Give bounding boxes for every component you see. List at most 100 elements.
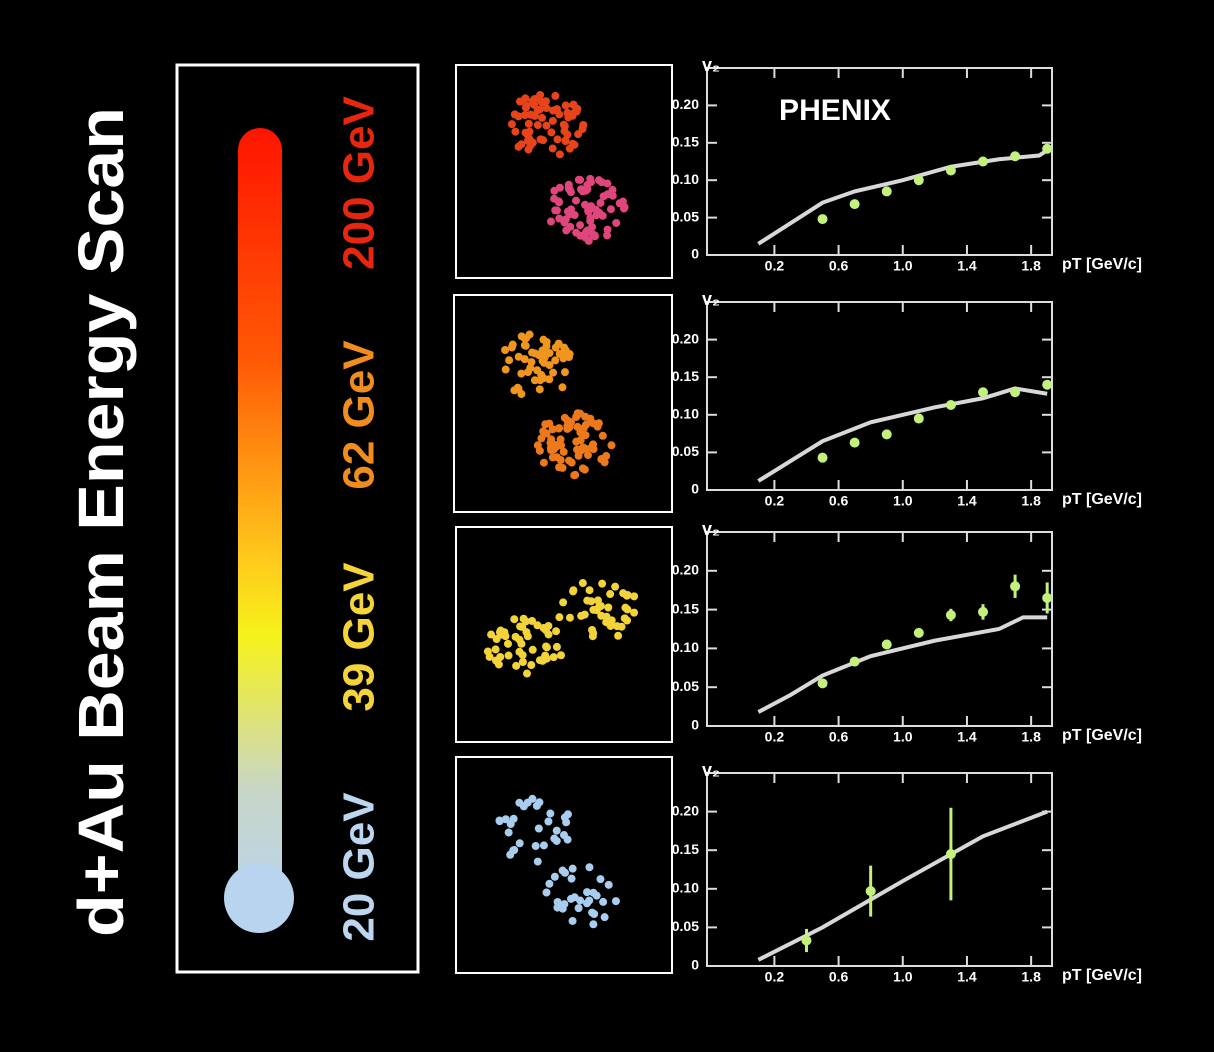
particle [504, 640, 512, 648]
particle [570, 471, 578, 479]
particle [517, 370, 525, 378]
particle [516, 839, 524, 847]
particle [590, 910, 598, 918]
particle [570, 101, 578, 109]
x-tick-label: 0.6 [829, 729, 849, 745]
x-axis-label: pT [GeV/c] [1062, 727, 1142, 744]
particle [589, 920, 597, 928]
y-tick-label: 0.20 [672, 802, 699, 818]
particle [589, 889, 597, 897]
particle [540, 459, 548, 467]
particle [521, 355, 529, 363]
particle [525, 120, 533, 128]
particle [528, 617, 536, 625]
particle [545, 880, 553, 888]
particle [486, 653, 494, 661]
particle [553, 206, 561, 214]
particle [574, 409, 582, 417]
particle [581, 413, 589, 421]
particle [567, 895, 575, 903]
particle [527, 111, 535, 119]
particle [517, 640, 525, 648]
infographic: d+Au Beam Energy Scan 200 GeV62 GeV39 Ge… [0, 0, 1214, 1052]
particle [555, 463, 563, 471]
particle [510, 815, 518, 823]
thermometer-bar [238, 128, 282, 908]
particle [576, 897, 584, 905]
particle [547, 128, 555, 136]
particle [564, 113, 572, 121]
particle [555, 110, 563, 118]
particle [614, 632, 622, 640]
y-tick-label: 0.20 [672, 562, 699, 578]
data-point [850, 199, 860, 209]
particle [534, 106, 542, 114]
particle [582, 431, 590, 439]
particle [531, 376, 539, 384]
particle [562, 136, 570, 144]
particle [536, 385, 544, 393]
particle [545, 375, 553, 383]
particle [579, 464, 587, 472]
y-tick-label: 0.20 [672, 96, 699, 112]
particle [527, 661, 535, 669]
data-point [946, 610, 956, 620]
x-tick-label: 0.2 [765, 729, 785, 745]
data-point [850, 438, 860, 448]
particle [509, 846, 517, 854]
data-point [1042, 144, 1052, 154]
particle [619, 589, 627, 597]
particle [519, 658, 527, 666]
data-point [946, 849, 956, 859]
particle [551, 873, 559, 881]
particle [547, 218, 555, 226]
particle [535, 824, 543, 832]
particle [589, 632, 597, 640]
particle [511, 110, 519, 118]
particle [569, 917, 577, 925]
particle [566, 223, 574, 231]
data-point [1042, 593, 1052, 603]
annotation: PHENIX [779, 94, 891, 127]
particle [540, 359, 548, 367]
data-point [818, 453, 828, 463]
particle [593, 606, 601, 614]
particle [520, 802, 528, 810]
particle [595, 176, 603, 184]
particle [556, 350, 564, 358]
particle [572, 197, 580, 205]
particle [571, 211, 579, 219]
particle [585, 863, 593, 871]
particle [522, 104, 530, 112]
energy-label: 20 GeV [335, 792, 384, 942]
particle [493, 635, 501, 643]
particle [532, 842, 540, 850]
particle [544, 818, 552, 826]
y-tick-label: 0.15 [672, 841, 699, 857]
x-tick-label: 1.8 [1021, 258, 1041, 274]
particle [502, 366, 510, 374]
x-tick-label: 0.6 [829, 493, 849, 509]
particle [561, 368, 569, 376]
particle [505, 356, 513, 364]
particle [566, 614, 574, 622]
data-point [1010, 387, 1020, 397]
particle [549, 117, 557, 125]
particle [564, 810, 572, 818]
particle [555, 613, 563, 621]
particle [566, 423, 574, 431]
x-tick-label: 0.2 [765, 493, 785, 509]
particle [533, 802, 541, 810]
y-tick-label: 0.05 [672, 678, 699, 694]
particle [539, 98, 547, 106]
data-point [1042, 380, 1052, 390]
particle [601, 913, 609, 921]
thermometer-bulb [224, 863, 294, 933]
energy-label: 39 GeV [335, 562, 384, 712]
particle [590, 445, 598, 453]
x-tick-label: 1.0 [893, 969, 913, 985]
particle [623, 605, 631, 613]
particle [540, 841, 548, 849]
particle [561, 414, 569, 422]
particle [587, 178, 595, 186]
